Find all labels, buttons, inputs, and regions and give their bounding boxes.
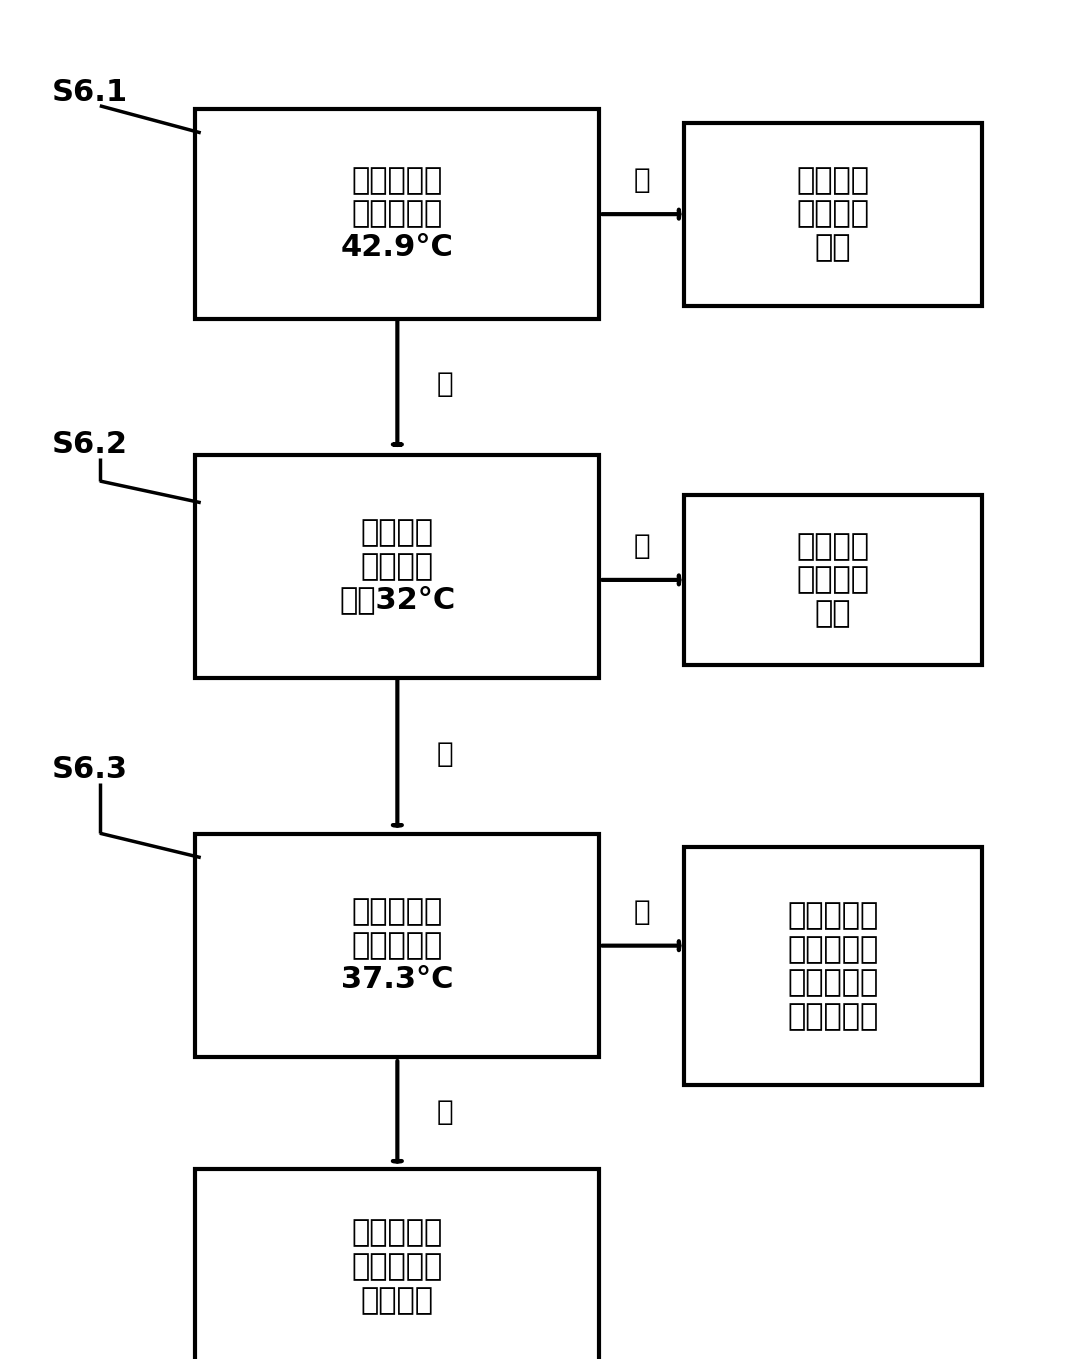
Text: S6.2: S6.2 xyxy=(52,429,129,459)
Text: 提示组件
发出高温
提示: 提示组件 发出高温 提示 xyxy=(797,166,870,262)
Bar xyxy=(195,109,600,319)
Text: 否: 否 xyxy=(437,1099,453,1126)
Text: 是: 是 xyxy=(633,166,650,195)
Text: S6.1: S6.1 xyxy=(52,78,129,106)
Text: 提示组件发
出发烧提示
以及人体温
度数值提示: 提示组件发 出发烧提示 以及人体温 度数值提示 xyxy=(787,901,878,1030)
Bar xyxy=(684,123,982,305)
Bar xyxy=(195,455,600,679)
Text: 判断人体温
度是否大于
37.3°C: 判断人体温 度是否大于 37.3°C xyxy=(341,898,454,994)
Bar xyxy=(195,1168,600,1363)
Bar xyxy=(684,495,982,665)
Text: 否: 否 xyxy=(633,532,650,560)
Text: 提示组件
发出低温
提示: 提示组件 发出低温 提示 xyxy=(797,532,870,628)
Text: 判断人体
温度是否
大于32°C: 判断人体 温度是否 大于32°C xyxy=(340,518,455,615)
Text: 提示组件发
出人体温度
数值提示: 提示组件发 出人体温度 数值提示 xyxy=(351,1219,443,1315)
Text: 判断人体温
度是否大于
42.9°C: 判断人体温 度是否大于 42.9°C xyxy=(341,166,454,262)
Text: 是: 是 xyxy=(437,740,453,767)
Text: 否: 否 xyxy=(437,371,453,398)
Text: 是: 是 xyxy=(633,898,650,925)
Bar xyxy=(684,848,982,1085)
Text: S6.3: S6.3 xyxy=(52,755,129,784)
Bar xyxy=(195,834,600,1058)
